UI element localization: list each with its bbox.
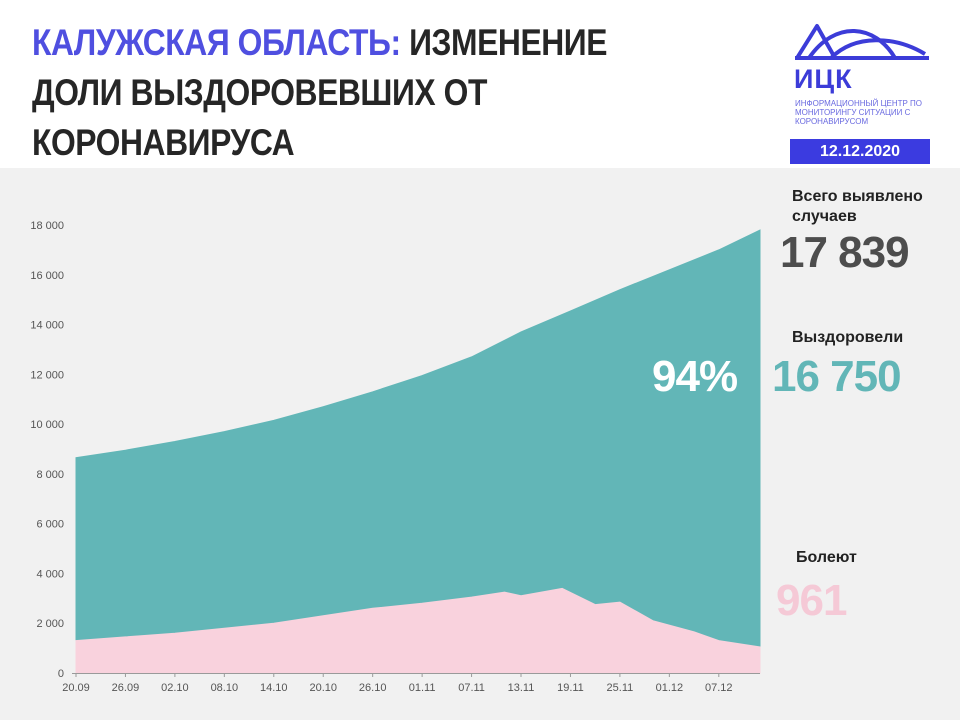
x-tick-label: 07.11 bbox=[458, 682, 485, 694]
logo-tagline: Информационный центр по мониторингу ситу… bbox=[795, 99, 923, 126]
y-tick-label: 18 000 bbox=[30, 220, 64, 232]
sick-area bbox=[75, 587, 761, 674]
y-tick-label: 2 000 bbox=[36, 618, 64, 630]
icc-logo-icon bbox=[795, 24, 929, 60]
x-tick-label: 01.11 bbox=[409, 682, 436, 694]
x-tick-label: 20.09 bbox=[62, 682, 90, 694]
date-badge: 12.12.2020 bbox=[790, 139, 930, 164]
y-tick-label: 6 000 bbox=[36, 519, 64, 531]
recovered-value: 16 750 bbox=[772, 352, 902, 401]
sick-label: Болеют bbox=[796, 549, 857, 566]
recovered-percent: 94% bbox=[652, 352, 738, 401]
x-tick-label: 25.11 bbox=[607, 682, 634, 694]
x-tick-label: 19.11 bbox=[557, 682, 584, 694]
recovered-area bbox=[75, 229, 761, 674]
page-title: Калужская область: изменение доли выздор… bbox=[32, 18, 651, 168]
x-tick-label: 02.10 bbox=[161, 682, 189, 694]
y-tick-label: 10 000 bbox=[30, 419, 64, 431]
x-tick-label: 14.10 bbox=[260, 682, 288, 694]
sick-value: 961 bbox=[776, 576, 847, 625]
x-tick-label: 26.09 bbox=[112, 682, 140, 694]
y-axis: 0 2 000 4 000 6 000 8 000 10 000 12 000 14 000 1… bbox=[30, 220, 64, 680]
y-tick-label: 12 000 bbox=[30, 369, 64, 381]
x-axis: 20.09 26.09 02.10 08.10 14.10 20.10 26.10 01.11… bbox=[62, 673, 733, 694]
header: Калужская область: изменение доли выздор… bbox=[0, 0, 960, 168]
x-tick-label: 01.12 bbox=[656, 682, 684, 694]
chart-areas bbox=[72, 229, 761, 674]
logo-name: ИЦК bbox=[794, 64, 853, 94]
title-region: Калужская область: bbox=[32, 22, 401, 63]
area-chart: 0 2 000 4 000 6 000 8 000 10 000 12 000 14 000 1… bbox=[30, 220, 761, 694]
recovered-label: Выздоровели bbox=[792, 329, 904, 346]
y-tick-label: 16 000 bbox=[30, 270, 64, 282]
total-label: Всего выявлено случаев bbox=[792, 188, 923, 225]
x-tick-label: 13.11 bbox=[508, 682, 535, 694]
y-tick-label: 4 000 bbox=[36, 568, 64, 580]
y-tick-label: 14 000 bbox=[30, 320, 64, 332]
x-tick-label: 20.10 bbox=[309, 682, 337, 694]
y-tick-label: 8 000 bbox=[36, 469, 64, 481]
y-tick-label: 0 bbox=[58, 668, 64, 680]
x-tick-label: 07.12 bbox=[705, 682, 733, 694]
x-tick-label: 26.10 bbox=[359, 682, 387, 694]
total-value: 17 839 bbox=[780, 228, 910, 277]
x-tick-label: 08.10 bbox=[211, 682, 239, 694]
title-rest: изменение доли выздоровевших от коронави… bbox=[32, 22, 608, 163]
